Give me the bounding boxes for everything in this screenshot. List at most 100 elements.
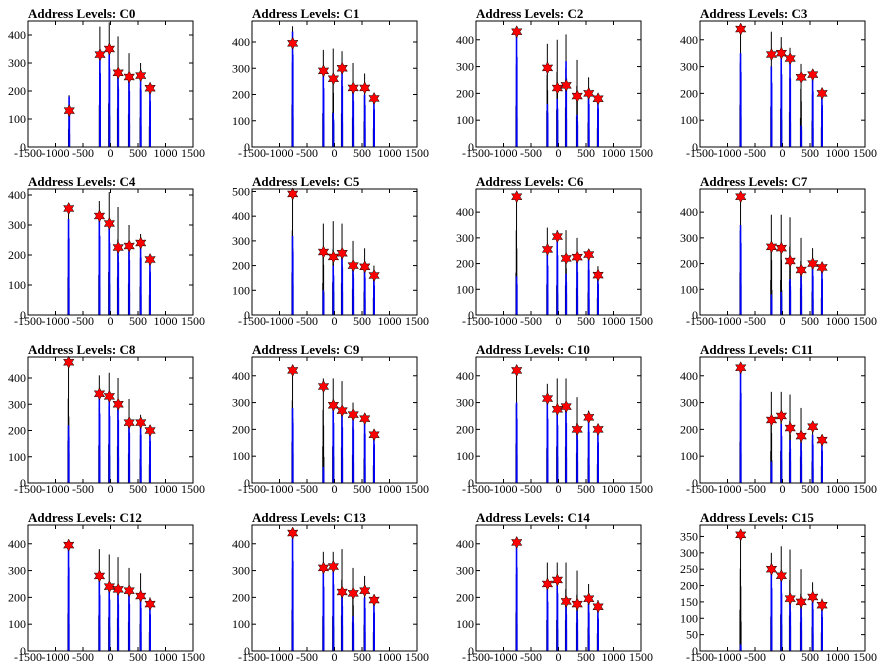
peak-marker (560, 251, 572, 265)
x-tick-label: -500 (744, 482, 766, 496)
x-tick-label: -500 (72, 650, 94, 664)
peak-marker (511, 363, 523, 377)
y-tick-label: 0 (468, 644, 474, 658)
chart-panel: Address Levels: C8 0 100 200 300 400 -1500 -100… (8, 342, 205, 496)
peak-marker (317, 379, 330, 394)
peak-marker (816, 433, 828, 447)
peak-marker (135, 416, 147, 430)
peak-marker (807, 257, 819, 271)
y-tick-label: 400 (8, 537, 26, 551)
peak-marker (63, 538, 75, 552)
peak-marker (144, 252, 156, 267)
peak-marker (112, 582, 124, 596)
chart-title: Address Levels: C4 (28, 174, 136, 189)
y-tick-label: 100 (8, 278, 26, 292)
peak-marker (807, 420, 819, 434)
y-tick-label: 250 (680, 562, 698, 576)
y-tick-label: 0 (244, 476, 250, 490)
x-tick-label: 1000 (826, 650, 850, 664)
x-tick-label: 500 (353, 650, 371, 664)
peak-marker (541, 577, 554, 591)
peak-marker (359, 81, 371, 95)
peak-marker (571, 250, 583, 264)
y-tick-label: 300 (8, 218, 26, 232)
x-tick-label: -1500 (14, 314, 42, 328)
chart-title: Address Levels: C7 (700, 174, 808, 189)
y-tick-label: 400 (232, 537, 250, 551)
x-tick-label: 500 (353, 314, 371, 328)
y-tick-label: 400 (232, 209, 250, 223)
x-tick-label: -1500 (238, 650, 266, 664)
x-tick-label: -1000 (42, 650, 70, 664)
peak-marker (784, 51, 796, 66)
y-tick-label: 400 (456, 33, 474, 47)
peak-marker (287, 363, 299, 377)
chart-panel: Address Levels: C10 0 100 200 300 400 -1500 -10… (456, 342, 653, 496)
peak-marker (583, 86, 595, 100)
chart-panel: Address Levels: C12 0 100 200 300 400 -1500 -10… (8, 510, 205, 664)
x-tick-label: -1000 (42, 146, 70, 160)
peak-marker (816, 260, 828, 274)
x-tick-label: -1500 (238, 314, 266, 328)
chart-panel: Address Levels: C50100200300400500-1500-… (232, 174, 429, 328)
chart-title: Address Levels: C13 (252, 510, 366, 525)
chart-panel: Address Levels: C14 0 100 200 300 400 -1500 -10… (456, 510, 653, 664)
x-tick-label: 1000 (378, 482, 402, 496)
y-tick-label: 0 (20, 644, 26, 658)
chart-title: Address Levels: C10 (476, 342, 590, 357)
peak-marker (583, 410, 595, 424)
plot-frame (251, 524, 418, 652)
x-tick-label: 1500 (405, 314, 429, 328)
y-tick-label: 100 (232, 114, 250, 128)
x-tick-label: 1000 (602, 314, 626, 328)
peak-marker (63, 201, 75, 216)
peak-marker (775, 569, 788, 583)
y-tick-label: 350 (680, 529, 698, 543)
x-tick-label: 1500 (629, 146, 653, 160)
x-tick-label: 500 (577, 482, 595, 496)
y-tick-label: 200 (8, 248, 26, 262)
x-tick-label: 0 (332, 314, 338, 328)
y-tick-label: 200 (8, 84, 26, 98)
x-tick-label: -1000 (490, 314, 518, 328)
peak-marker (144, 597, 156, 611)
x-tick-label: -1500 (462, 314, 490, 328)
peak-marker (112, 397, 124, 411)
peak-marker (103, 42, 116, 56)
peak-marker (336, 246, 348, 260)
peak-marker (112, 66, 124, 80)
y-tick-label: 200 (680, 422, 698, 436)
x-tick-label: -1500 (462, 482, 490, 496)
x-tick-label: -1500 (462, 650, 490, 664)
x-tick-label: 1000 (602, 650, 626, 664)
chart-panel: Address Levels: C0 0 100 200 300 400 -1500 -100… (8, 6, 205, 160)
peak-marker (560, 594, 572, 608)
y-tick-label: 300 (456, 231, 474, 245)
y-tick-label: 100 (232, 283, 250, 297)
y-tick-label: 400 (8, 188, 26, 202)
x-tick-label: 500 (801, 146, 819, 160)
x-tick-label: -1000 (266, 482, 294, 496)
y-tick-label: 100 (680, 611, 698, 625)
x-tick-label: 0 (556, 482, 562, 496)
y-tick-label: 0 (468, 476, 474, 490)
x-tick-label: 1000 (826, 482, 850, 496)
y-tick-label: 100 (232, 449, 250, 463)
x-tick-label: 1000 (378, 650, 402, 664)
x-tick-label: -1500 (238, 482, 266, 496)
y-tick-label: 400 (680, 369, 698, 383)
x-tick-label: 0 (780, 650, 786, 664)
x-tick-label: 0 (332, 482, 338, 496)
chart-panel: Address Levels: C4 0 100 200 300 400 -1500 -100… (8, 174, 205, 328)
x-tick-label: 1000 (154, 146, 178, 160)
y-tick-label: 300 (8, 397, 26, 411)
x-tick-label: 500 (129, 650, 147, 664)
x-tick-label: 500 (577, 314, 595, 328)
plot-frame (27, 188, 194, 316)
y-tick-label: 200 (232, 259, 250, 273)
x-tick-label: 1000 (154, 482, 178, 496)
x-tick-label: 500 (801, 314, 819, 328)
peak-marker (735, 528, 747, 542)
plot-frame (475, 356, 642, 484)
peak-marker (135, 589, 147, 603)
